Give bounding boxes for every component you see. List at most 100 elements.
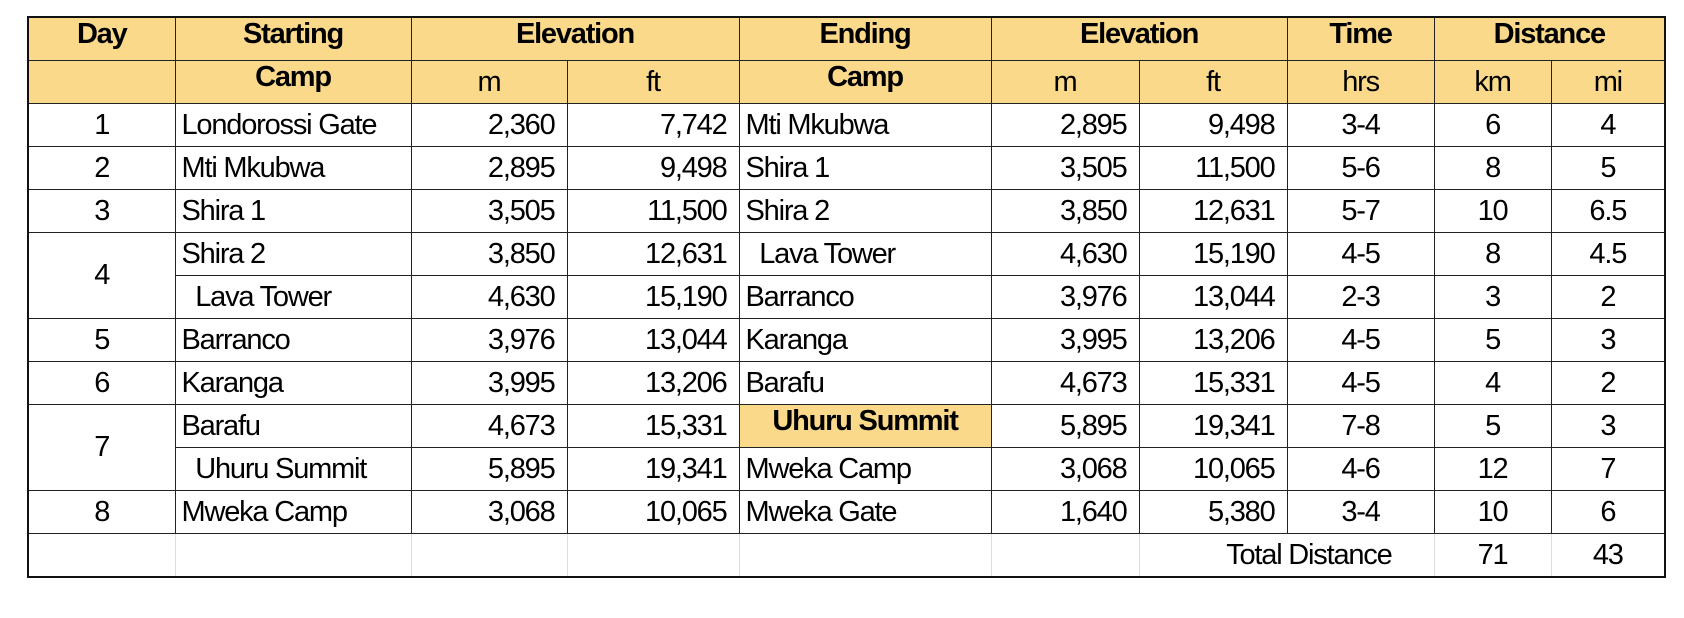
start-m: 2,360 [410,103,568,147]
day-cell: 6 [27,361,176,405]
day-cell: 5 [27,318,176,362]
end-m: 3,068 [990,447,1140,491]
distance-mi: 3 [1550,404,1666,448]
time-hrs: 7-8 [1286,404,1435,448]
end-ft: 15,190 [1138,232,1288,276]
start-camp: Barafu [174,404,412,448]
time-hrs: 4-5 [1286,361,1435,405]
end-m: 3,995 [990,318,1140,362]
table-row: 3 Shira 1 3,505 11,500 Shira 2 3,850 12,631 5-7… [27,189,1666,233]
time-hrs: 3-4 [1286,103,1435,147]
distance-km: 12 [1433,447,1552,491]
end-camp: Karanga [738,318,992,362]
start-ft: 15,331 [566,404,740,448]
end-m: 3,976 [990,275,1140,319]
end-m: 5,895 [990,404,1140,448]
end-camp: Uhuru Summit [738,404,992,448]
start-m: 3,995 [410,361,568,405]
end-camp: Barranco [738,275,992,319]
start-camp: Shira 1 [174,189,412,233]
start-ft: 15,190 [566,275,740,319]
start-camp: Mti Mkubwa [174,146,412,190]
end-ft: 11,500 [1138,146,1288,190]
header-row: Day Starting Elevation Ending Elevation … [27,16,1666,61]
table-row: 7 Barafu 4,673 15,331 Uhuru Summit 5,895 19,34… [27,404,1666,491]
header-cell: Camp [174,60,412,104]
header-row: Camp m ft Camp m ft hrs km mi [27,60,1666,104]
start-ft: 13,206 [566,361,740,405]
start-m: 3,850 [410,232,568,276]
start-camp: Londorossi Gate [174,103,412,147]
start-m: 3,505 [410,189,568,233]
header-cell: ft [1138,60,1288,104]
distance-mi: 7 [1550,447,1666,491]
distance-mi: 4.5 [1550,232,1666,276]
end-camp: Mti Mkubwa [738,103,992,147]
start-ft: 19,341 [566,447,740,491]
start-ft: 10,065 [566,490,740,534]
header-cell: Starting [174,16,412,61]
distance-km: 10 [1433,189,1552,233]
time-hrs: 4-5 [1286,318,1435,362]
table-row: Lava Tower 4,630 15,190 Barranco 3,976 13,044… [28,275,1666,319]
end-camp: Mweka Camp [738,447,992,491]
start-camp: Shira 2 [174,232,412,276]
end-ft: 9,498 [1138,103,1288,147]
end-m: 3,850 [990,189,1140,233]
start-m: 4,673 [410,404,568,448]
header-cell: Time [1286,16,1435,61]
start-camp: Mweka Camp [174,490,412,534]
end-camp: Shira 1 [738,146,992,190]
start-camp: Barranco [174,318,412,362]
cell [410,533,568,578]
start-ft: 11,500 [566,189,740,233]
time-hrs: 5-7 [1286,189,1435,233]
cell [738,533,992,578]
end-ft: 10,065 [1138,447,1288,491]
itinerary-table: Day Starting Elevation Ending Elevation … [27,16,1667,578]
end-m: 3,505 [990,146,1140,190]
distance-km: 6 [1433,103,1552,147]
header-cell [27,60,176,104]
table-row: 4 Shira 2 3,850 12,631 Lava Tower 4,630 15,19… [27,232,1666,319]
end-ft: 19,341 [1138,404,1288,448]
distance-km: 10 [1433,490,1552,534]
cell [566,533,740,578]
table-header: Day Starting Elevation Ending Elevation … [27,16,1666,104]
distance-mi: 6.5 [1550,189,1666,233]
table-row: 2 Mti Mkubwa 2,895 9,498 Shira 1 3,505 11,500 5… [27,146,1666,190]
distance-km: 4 [1433,361,1552,405]
table-row: 1 Londorossi Gate 2,360 7,742 Mti Mkubwa 2,89… [27,103,1666,147]
end-ft: 12,631 [1138,189,1288,233]
distance-mi: 2 [1550,275,1666,319]
end-camp: Shira 2 [738,189,992,233]
start-m: 3,068 [410,490,568,534]
start-m: 2,895 [410,146,568,190]
time-hrs: 3-4 [1286,490,1435,534]
distance-mi: 5 [1550,146,1666,190]
table-footer: Total Distance 71 43 [27,533,1666,578]
table-row: 5 Barranco 3,976 13,044 Karanga 3,995 13,206 4-… [27,318,1666,362]
header-cell: Distance [1433,16,1666,61]
total-mi: 43 [1550,533,1666,578]
distance-km: 5 [1433,318,1552,362]
time-hrs: 2-3 [1286,275,1435,319]
distance-km: 8 [1433,146,1552,190]
header-cell: Camp [738,60,992,104]
start-ft: 13,044 [566,318,740,362]
start-camp: Karanga [174,361,412,405]
distance-km: 8 [1433,232,1552,276]
start-camp: Uhuru Summit [174,447,412,491]
header-cell: Day [27,16,176,61]
end-camp: Lava Tower [738,232,992,276]
header-cell: Ending [738,16,992,61]
total-row: Total Distance 71 43 [27,533,1666,578]
header-cell: ft [566,60,740,104]
end-m: 1,640 [990,490,1140,534]
distance-mi: 4 [1550,103,1666,147]
distance-km: 3 [1433,275,1552,319]
header-cell: mi [1550,60,1666,104]
header-cell: hrs [1286,60,1435,104]
start-m: 4,630 [410,275,568,319]
end-camp: Barafu [738,361,992,405]
